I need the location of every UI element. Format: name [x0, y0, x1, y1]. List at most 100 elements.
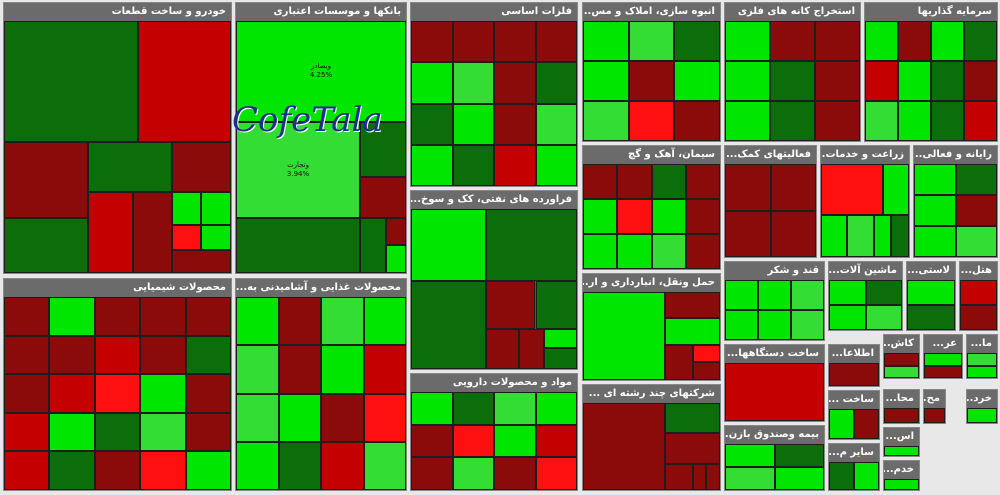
stock-tile	[725, 101, 770, 141]
sector-title: بانکها و موسسات اعتباری	[236, 3, 406, 21]
sector-title: ساخت دستگاهها...	[725, 345, 824, 363]
stock-tile	[924, 408, 945, 423]
stock-tile	[692, 463, 707, 490]
stock-tile	[452, 424, 494, 458]
stock-tile	[411, 457, 453, 490]
sector: محا...	[883, 389, 920, 424]
stock-tile	[955, 164, 997, 195]
stock-tile	[907, 305, 955, 330]
stock-tile	[185, 335, 231, 375]
stock-tile	[363, 441, 406, 490]
stock-tile	[914, 195, 956, 226]
stock-tile	[617, 164, 652, 199]
stock-tile	[4, 412, 50, 452]
stock-tile	[583, 164, 618, 199]
stock-tile	[411, 103, 453, 145]
stock-tile	[628, 61, 675, 101]
stock-tile	[518, 329, 544, 369]
stock-tile	[829, 363, 879, 386]
stock-tile	[628, 101, 675, 141]
sector: خودرو و ساخت قطعات	[3, 2, 232, 274]
stock-tile	[931, 101, 964, 141]
stock-tile	[882, 164, 909, 216]
stock-tile	[829, 280, 866, 305]
sector-title: فراورده های نفتی، کک و سوخ...	[411, 191, 577, 209]
sector: هتل...	[959, 261, 998, 331]
stock-tile	[854, 409, 879, 439]
sector-title: مواد و محصولات دارویی	[411, 374, 577, 392]
sector-title: شرکتهای چند رشته ای ...	[583, 385, 720, 403]
stock-tile	[665, 403, 720, 434]
sector-title: زراعت و خدمات...	[821, 146, 909, 164]
stock-tile	[201, 225, 231, 251]
stock-tile	[185, 374, 231, 413]
sector-title: خودرو و ساخت قطعات	[4, 3, 231, 21]
stock-tile	[385, 245, 406, 273]
stock-tile	[924, 365, 962, 378]
stock-tile	[94, 412, 141, 452]
stock-tile	[960, 280, 997, 305]
stock-tile	[955, 226, 997, 257]
stock-tile	[485, 209, 577, 281]
stock-tile	[847, 215, 874, 257]
sector: بانکها و موسسات اعتباری وبصادر 4.25% وتجارت…	[235, 2, 407, 274]
stock-tile	[821, 164, 883, 216]
stock-tile	[236, 441, 279, 490]
stock-tile	[4, 374, 50, 413]
stock-tile	[140, 297, 186, 336]
stock-tile	[931, 21, 964, 61]
stock-tile	[725, 467, 775, 490]
stock-tile	[865, 305, 902, 330]
stock-tile	[964, 61, 997, 101]
sector: محصولات غذایی و آشامیدنی به...	[235, 278, 407, 491]
stock-tile	[898, 61, 931, 101]
sector-title: استخراج کانه های فلزی	[725, 3, 860, 21]
stock-tile	[725, 21, 770, 61]
stock-tile	[360, 217, 386, 273]
stock-tile	[494, 21, 536, 63]
stock-tile	[791, 310, 824, 340]
sector-title: خدم...	[884, 461, 919, 479]
stock-tile	[665, 318, 720, 345]
stock-tile	[931, 61, 964, 101]
stock-tile	[494, 457, 536, 490]
stock-symbol: وتجارت	[287, 160, 310, 169]
sector: سایر م...	[828, 443, 880, 491]
stock-tile	[185, 412, 231, 452]
stock-tile	[914, 226, 956, 257]
stock-tile	[236, 217, 361, 273]
stock-tile	[685, 199, 720, 234]
sector: زراعت و خدمات...	[820, 145, 910, 258]
stock-tile	[94, 335, 141, 375]
stock-tile	[665, 433, 720, 464]
sector: لاستی...	[906, 261, 956, 331]
sector-title: محا...	[884, 390, 919, 408]
stock-tile	[674, 101, 720, 141]
stock-tile	[411, 62, 453, 104]
stock-tile	[452, 457, 494, 490]
stock-tile	[967, 408, 997, 423]
stock-tile	[411, 392, 453, 425]
stock-tile	[907, 280, 955, 305]
sector: خدم...	[883, 460, 920, 491]
stock-tile	[583, 101, 629, 141]
sector: قند و شکر	[724, 261, 825, 341]
stock-tile	[651, 234, 686, 269]
stock-tile	[385, 217, 406, 246]
stock-tile	[4, 451, 50, 490]
stock-tile	[411, 424, 453, 458]
stock-tile	[4, 335, 50, 375]
sector-title: لاستی...	[907, 262, 955, 280]
stock-tile	[140, 451, 186, 490]
stock-tile	[171, 141, 231, 193]
stock-tile	[815, 21, 860, 61]
stock-tile	[94, 297, 141, 336]
stock-tile	[87, 141, 172, 193]
stock-tile	[201, 192, 231, 226]
stock-tile	[4, 21, 138, 142]
stock-tile	[725, 444, 775, 467]
stock-tile	[278, 345, 321, 394]
sector: فعالیتهای کمک...	[724, 145, 817, 258]
stock-tile	[321, 441, 364, 490]
stock-tile	[692, 362, 720, 380]
